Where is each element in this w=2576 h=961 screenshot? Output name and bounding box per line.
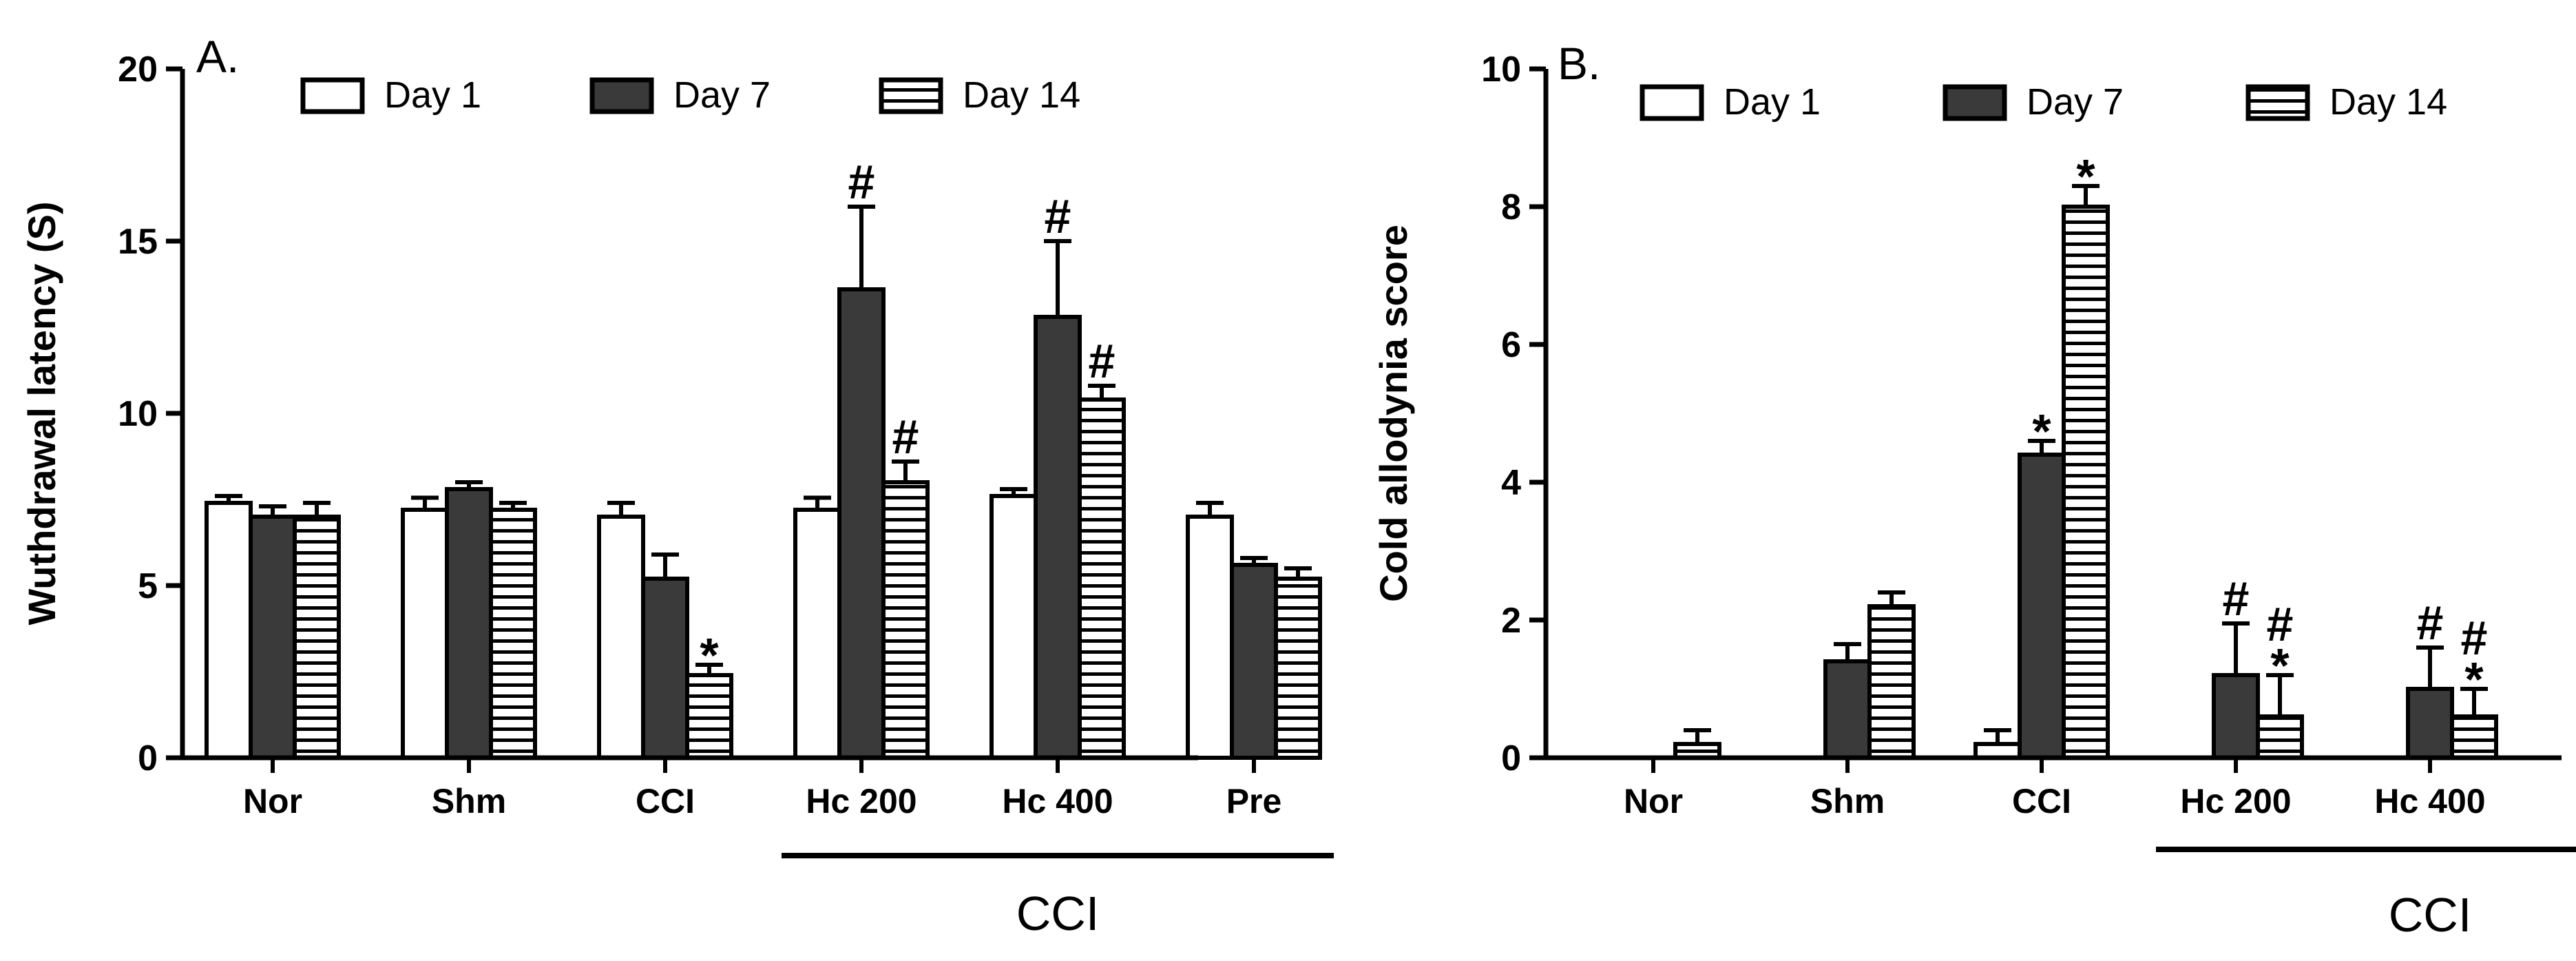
bar-day-14-hc-400 (2450, 714, 2498, 760)
significance-marker: * (700, 628, 719, 682)
y-tick-label: 8 (1501, 187, 1521, 227)
bar-day-7-cci (641, 577, 689, 760)
bar-day-7-shm (1823, 659, 1872, 760)
legend-swatch-day-1 (1640, 84, 1704, 121)
y-tick-label: 0 (138, 738, 158, 778)
bar-day-14-cci (685, 673, 733, 760)
legend-label: Day 1 (384, 74, 481, 116)
significance-marker: * (2032, 404, 2051, 458)
x-tick-label: Hc 200 (2180, 782, 2291, 820)
legend-label: Day 7 (2027, 81, 2124, 123)
legend-swatch-day-14 (879, 77, 943, 114)
bar-day-7-hc-200 (837, 287, 886, 760)
y-tick-label: 6 (1501, 325, 1521, 365)
significance-marker: # (2223, 572, 2250, 626)
bar-day-14-nor (293, 515, 341, 760)
y-tick-label: 5 (138, 566, 158, 606)
bar-day-14-hc-400 (1078, 397, 1126, 760)
x-tick-label: CCI (2012, 782, 2071, 820)
x-tick-label: Nor (243, 782, 302, 820)
group-bracket-label: CCI (2389, 888, 2472, 942)
x-tick-label: Hc 400 (2374, 782, 2485, 820)
x-tick-label: Shm (432, 782, 506, 820)
x-tick-label: Hc 200 (806, 782, 917, 820)
bar-day-1-nor (205, 501, 253, 760)
x-tick-label: Nor (1624, 782, 1683, 820)
chart-panel-a: Nor Shm * CCI # # Hc 200 # # Hc 400 Pre 0 5 10 15 20 Wut… (20, 31, 1334, 940)
significance-marker: * (2464, 652, 2484, 706)
bar-day-7-hc-200 (2212, 673, 2260, 760)
y-tick-label: 2 (1501, 601, 1521, 641)
panel-label: A. (196, 31, 239, 82)
significance-marker: * (2270, 639, 2290, 692)
bar-day-14-shm (1867, 604, 1916, 760)
bar-day-14-hc-200 (2256, 714, 2304, 760)
legend-swatch-day-1 (300, 77, 365, 114)
bar-day-14-pre (1274, 577, 1322, 760)
bar-day-14-hc-200 (881, 480, 930, 760)
legend-label: Day 14 (2329, 81, 2447, 123)
legend-label: Day 1 (1724, 81, 1821, 123)
y-tick-label: 15 (118, 222, 158, 262)
bar-day-7-hc-400 (1034, 315, 1082, 760)
x-tick-label: Pre (1226, 782, 1282, 820)
legend-swatch-day-7 (1943, 84, 2007, 121)
bar-day-7-nor (249, 515, 297, 760)
significance-marker: # (1045, 189, 1071, 243)
bar-day-1-shm (401, 508, 449, 760)
legend-swatch-day-7 (589, 77, 654, 114)
y-tick-label: 10 (118, 394, 158, 434)
legend-label: Day 7 (673, 74, 771, 116)
significance-marker: # (1089, 334, 1116, 388)
group-bracket-label: CCI (1016, 887, 1100, 940)
bar-day-7-hc-400 (2406, 687, 2454, 760)
bar-day-14-cci (2062, 205, 2110, 760)
bar-day-7-shm (445, 487, 493, 760)
legend-label: Day 14 (963, 74, 1080, 116)
x-tick-label: Shm (1810, 782, 1885, 820)
significance-marker: # (2461, 611, 2488, 665)
bar-day-1-pre (1186, 515, 1234, 760)
bar-day-7-cci (2018, 453, 2066, 760)
significance-marker: # (2267, 597, 2294, 651)
significance-marker: # (2417, 596, 2444, 650)
bar-day-1-cci (597, 515, 645, 760)
significance-marker: # (848, 155, 875, 209)
x-tick-label: Hc 400 (1002, 782, 1113, 820)
significance-marker: * (2076, 149, 2095, 203)
y-axis-title: Wuthdrawal latency (S) (20, 201, 63, 625)
significance-marker: # (892, 410, 919, 464)
bar-day-14-shm (489, 508, 537, 760)
y-tick-label: 10 (1481, 50, 1521, 90)
y-tick-label: 4 (1501, 463, 1521, 503)
x-tick-label: CCI (636, 782, 695, 820)
y-tick-label: 20 (118, 50, 158, 90)
bar-day-1-hc-400 (989, 494, 1038, 760)
y-axis-title: Cold allodynia score (1372, 225, 1415, 602)
panel-label: B. (1558, 38, 1600, 89)
legend-swatch-day-14 (2245, 84, 2310, 121)
bar-day-1-hc-200 (793, 508, 841, 760)
y-tick-label: 0 (1501, 738, 1521, 778)
bar-day-7-pre (1230, 563, 1278, 760)
